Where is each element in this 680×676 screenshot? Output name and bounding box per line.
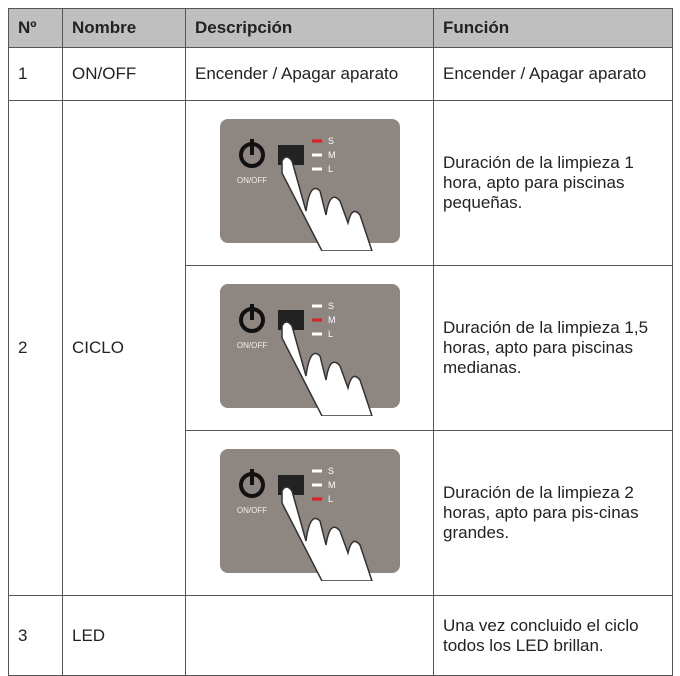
header-cell: Nº: [8, 8, 63, 48]
function-cell: Duración de la limpieza 2 horas, apto pa…: [433, 430, 673, 596]
level-label: L: [328, 494, 333, 504]
illustration-cell: ON/OFF S M L: [185, 265, 434, 431]
hand: [280, 155, 373, 252]
function-table: Nº Nombre Descripción Función 1 ON/OFF Encend…: [8, 8, 673, 676]
function-cell: Duración de la limpieza 1 hora, apto par…: [433, 100, 673, 266]
illustration-cell: ON/OFF S M L: [185, 430, 434, 596]
hand: [280, 320, 373, 417]
table-row: ON/OFF S M L Duración de la limpieza 2 horas…: [9, 430, 673, 596]
hand: [280, 485, 373, 582]
header-cell: Descripción: [185, 8, 434, 48]
level-label: M: [328, 315, 336, 325]
table-body: 1 ON/OFF Encender / Apagar aparato Encender…: [8, 47, 673, 676]
name-cell: LED: [62, 595, 186, 676]
button-label: ON/OFF: [236, 506, 266, 515]
level-label: M: [328, 150, 336, 160]
table-row: 2 CICLO ON/OFF S M L Duración de la limpieza 1…: [8, 100, 673, 596]
level-label: L: [328, 329, 333, 339]
function-cell: Una vez concluido el ciclo todos los LED…: [433, 595, 673, 676]
table-row: 1 ON/OFF Encender / Apagar aparato Encender…: [8, 47, 673, 101]
button-label: ON/OFF: [236, 176, 266, 185]
function-cell: Encender / Apagar aparato: [433, 47, 673, 101]
level-label: S: [328, 301, 334, 311]
table-row: ON/OFF S M L Duración de la limpieza 1,5 hor…: [9, 265, 673, 431]
header-cell: Función: [433, 8, 673, 48]
level-label: S: [328, 466, 334, 476]
header-row: Nº Nombre Descripción Función: [8, 8, 673, 48]
illustration-cell: ON/OFF S M L: [185, 100, 434, 266]
level-label: S: [328, 136, 334, 146]
level-label: M: [328, 480, 336, 490]
function-cell: Duración de la limpieza 1,5 horas, apto …: [433, 265, 673, 431]
description-cell: [185, 595, 434, 676]
number-cell: 2: [8, 100, 63, 596]
header-cell: Nombre: [62, 8, 186, 48]
description-cell: Encender / Apagar aparato: [185, 47, 434, 101]
name-cell: CICLO: [62, 100, 186, 596]
button-label: ON/OFF: [236, 341, 266, 350]
panel-illustration: ON/OFF SML: [219, 448, 400, 582]
panel-illustration: ON/OFF SML: [219, 283, 400, 417]
name-cell: ON/OFF: [62, 47, 186, 101]
level-label: L: [328, 164, 333, 174]
number-cell: 3: [8, 595, 63, 676]
panel-illustration: ON/OFF SML: [219, 118, 400, 252]
table-row: 3 LED Una vez concluido el ciclo todos los…: [8, 595, 673, 676]
page: Nº Nombre Descripción Función 1 ON/OFF Encend…: [8, 8, 673, 676]
number-cell: 1: [8, 47, 63, 101]
